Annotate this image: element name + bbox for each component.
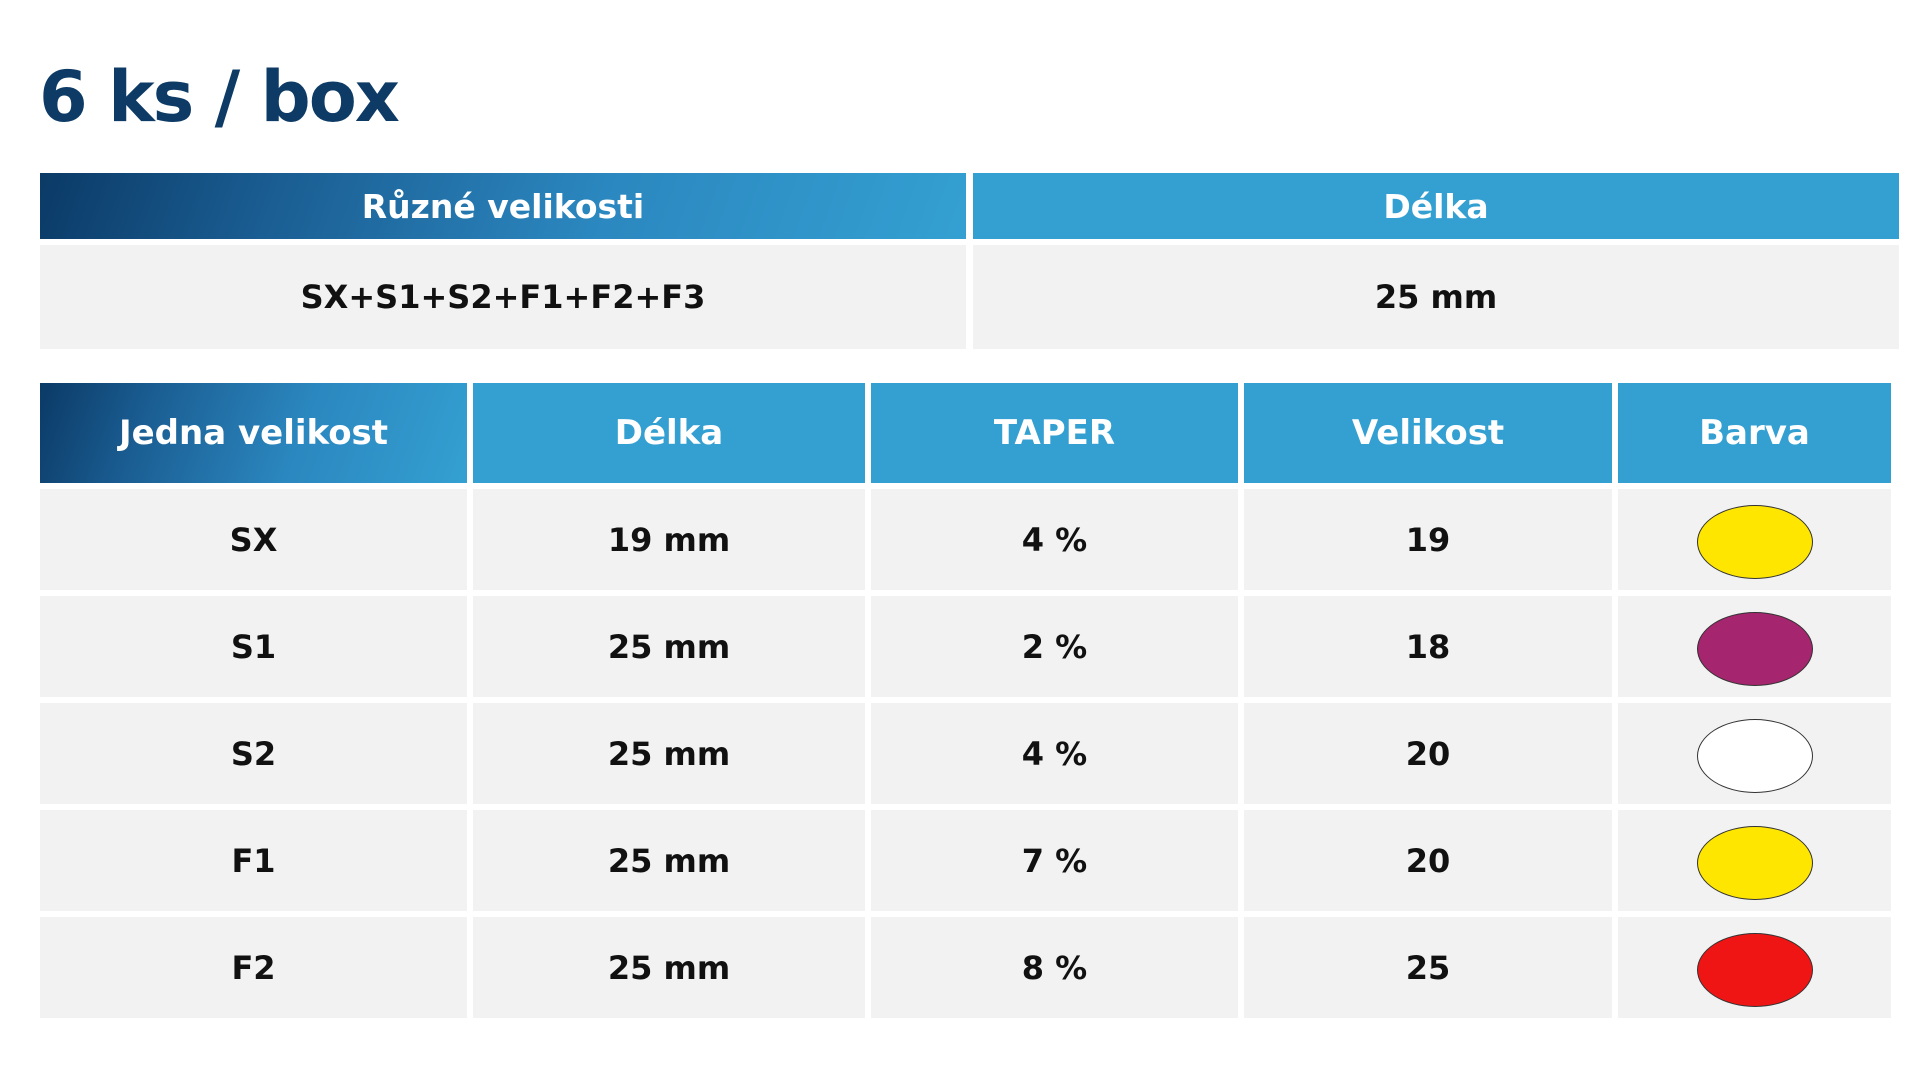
cell-color bbox=[1618, 703, 1891, 804]
header-size: Velikost bbox=[1244, 383, 1612, 483]
cell-size: 18 bbox=[1244, 596, 1612, 697]
mixed-sizes-table: Různé velikosti Délka SX+S1+S2+F1+F2+F3 … bbox=[40, 173, 1899, 349]
color-swatch bbox=[1696, 611, 1813, 686]
cell-taper: 4 % bbox=[871, 489, 1238, 590]
header-taper: TAPER bbox=[871, 383, 1238, 483]
cell-length: 25 mm bbox=[473, 917, 865, 1018]
cell-name: S1 bbox=[40, 596, 467, 697]
cell-color bbox=[1618, 917, 1891, 1018]
header-color: Barva bbox=[1618, 383, 1891, 483]
cell-size: 20 bbox=[1244, 703, 1612, 804]
header-mixed-sizes: Různé velikosti bbox=[40, 173, 966, 239]
single-size-table: Jedna velikost Délka TAPER Velikost Barv… bbox=[40, 383, 1892, 1018]
table-row: SX 19 mm 4 % 19 bbox=[40, 489, 1892, 590]
mixed-length-value: 25 mm bbox=[973, 245, 1899, 349]
cell-length: 25 mm bbox=[473, 810, 865, 911]
table-row: S1 25 mm 2 % 18 bbox=[40, 596, 1892, 697]
cell-taper: 8 % bbox=[871, 917, 1238, 1018]
table-row: F1 25 mm 7 % 20 bbox=[40, 810, 1892, 911]
cell-taper: 7 % bbox=[871, 810, 1238, 911]
cell-length: 25 mm bbox=[473, 703, 865, 804]
header-length: Délka bbox=[473, 383, 865, 483]
cell-name: F1 bbox=[40, 810, 467, 911]
cell-length: 19 mm bbox=[473, 489, 865, 590]
table-row: F2 25 mm 8 % 25 bbox=[40, 917, 1892, 1018]
cell-length: 25 mm bbox=[473, 596, 865, 697]
cell-name: SX bbox=[40, 489, 467, 590]
header-length: Délka bbox=[973, 173, 1899, 239]
mixed-sizes-value: SX+S1+S2+F1+F2+F3 bbox=[40, 245, 966, 349]
color-swatch bbox=[1696, 932, 1813, 1007]
cell-color bbox=[1618, 596, 1891, 697]
table-row: S2 25 mm 4 % 20 bbox=[40, 703, 1892, 804]
header-single-size: Jedna velikost bbox=[40, 383, 467, 483]
color-swatch bbox=[1696, 718, 1813, 793]
cell-name: F2 bbox=[40, 917, 467, 1018]
cell-size: 20 bbox=[1244, 810, 1612, 911]
table-header-row: Jedna velikost Délka TAPER Velikost Barv… bbox=[40, 383, 1892, 483]
page-title: 6 ks / box bbox=[39, 56, 400, 138]
color-swatch bbox=[1696, 504, 1813, 579]
cell-color bbox=[1618, 810, 1891, 911]
cell-size: 25 bbox=[1244, 917, 1612, 1018]
cell-taper: 4 % bbox=[871, 703, 1238, 804]
cell-taper: 2 % bbox=[871, 596, 1238, 697]
cell-color bbox=[1618, 489, 1891, 590]
cell-name: S2 bbox=[40, 703, 467, 804]
cell-size: 19 bbox=[1244, 489, 1612, 590]
color-swatch bbox=[1696, 825, 1813, 900]
